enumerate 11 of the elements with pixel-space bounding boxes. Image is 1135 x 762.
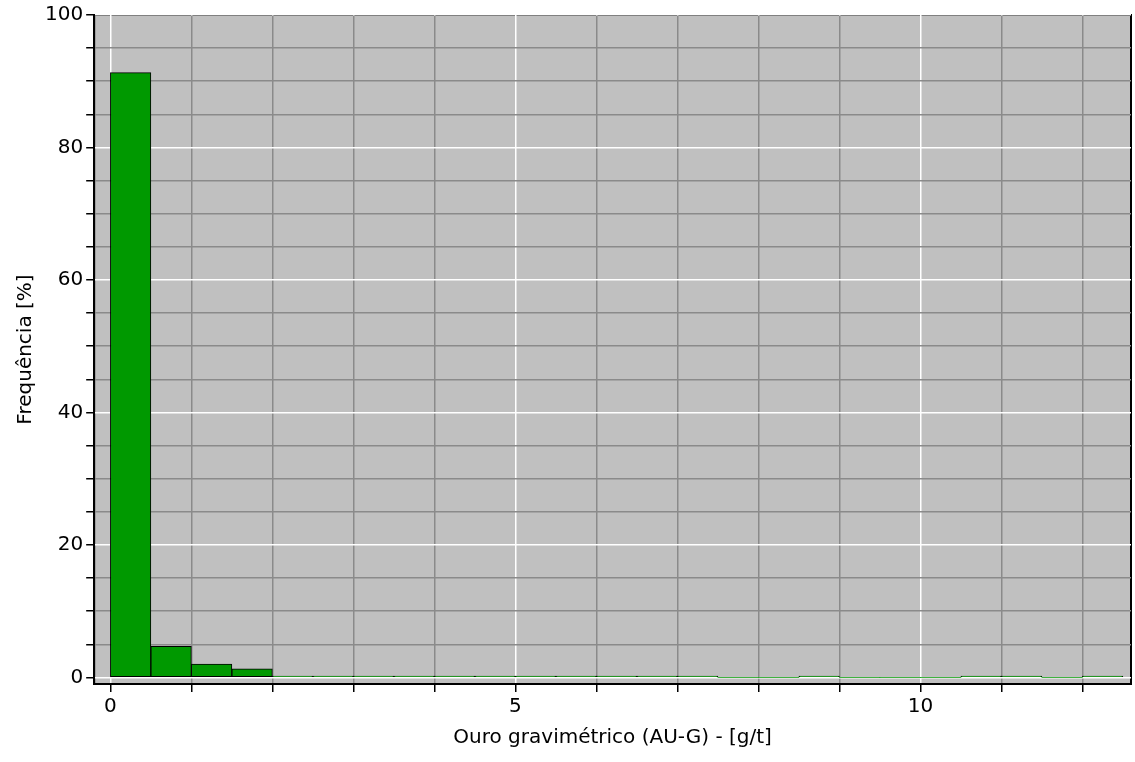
- x-axis-title: Ouro gravimétrico (AU-G) - [g/t]: [453, 724, 772, 749]
- x-tick-label: 10: [907, 693, 934, 718]
- y-tick-label: 20: [57, 531, 84, 556]
- y-axis-title: Frequência [%]: [12, 274, 37, 425]
- y-tick-label: 0: [70, 663, 84, 688]
- y-tick-label: 40: [57, 398, 84, 423]
- y-tick-label: 60: [57, 266, 84, 291]
- y-tick-label: 100: [44, 1, 84, 26]
- x-tick-label: 0: [104, 693, 117, 718]
- y-tick-label: 80: [57, 133, 84, 158]
- x-tick-label: 5: [509, 693, 522, 718]
